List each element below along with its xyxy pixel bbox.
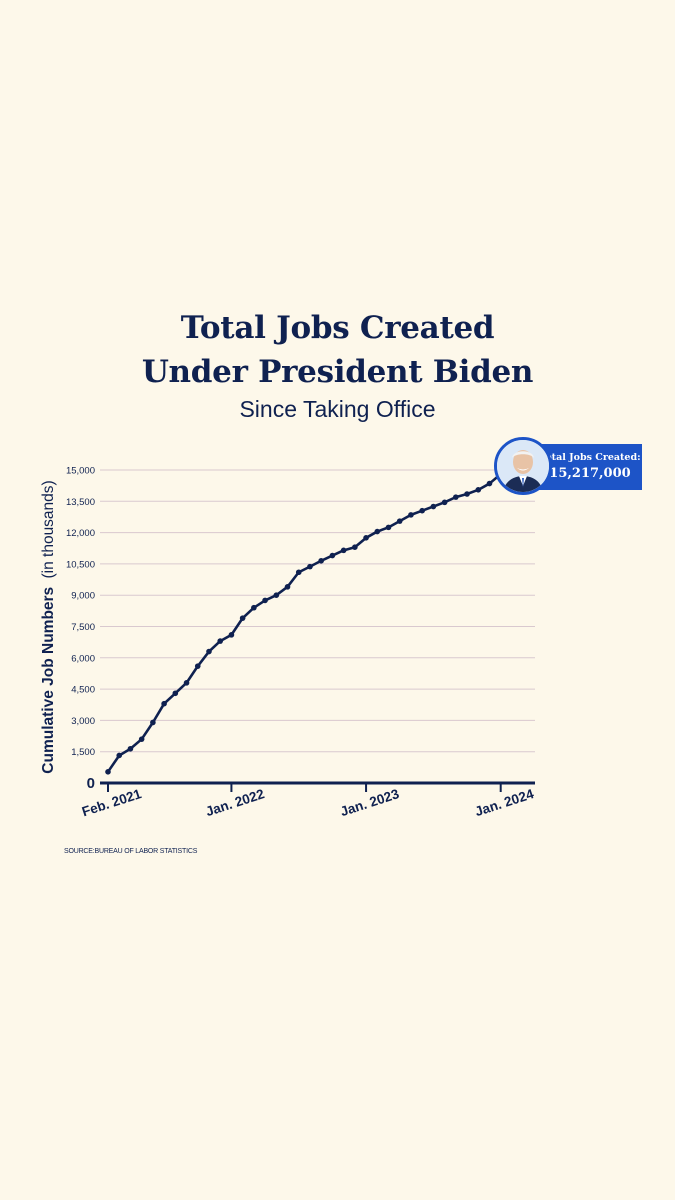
- y-tick-label: 3,000: [71, 716, 95, 727]
- data-point: [206, 648, 212, 655]
- data-point: [430, 503, 437, 510]
- data-point: [352, 544, 358, 551]
- data-point: [441, 499, 448, 506]
- data-point: [228, 632, 235, 638]
- data-point: [419, 507, 425, 514]
- data-point: [408, 512, 414, 518]
- chart-title-line2: Under President Biden: [141, 354, 534, 390]
- data-point: [138, 736, 145, 742]
- data-point: [475, 487, 482, 493]
- source-note: SOURCE:BUREAU OF LABOR STATISTICS: [64, 848, 198, 855]
- y-tick-label: 9,000: [71, 591, 95, 602]
- data-point: [318, 557, 324, 564]
- portrait-avatar: [494, 437, 552, 495]
- line-chart: 0 1,500 3,000 4,500 6,000 7,500 9,000 10,500 12,…: [40, 466, 536, 820]
- data-point: [453, 494, 459, 500]
- chart-title: Total Jobs Created Under President Biden: [0, 306, 675, 394]
- x-tick-label: Jan. 2023: [338, 786, 401, 819]
- y-tick-labels: 0 1,500 3,000 4,500 6,000 7,500 9,000 10,500 12,…: [66, 466, 95, 793]
- y-axis-label-light: (in thousands): [40, 480, 57, 578]
- x-tick-label: Jan. 2024: [473, 786, 536, 819]
- data-point: [486, 480, 493, 487]
- y-tick-label: 12,000: [66, 528, 95, 539]
- data-point: [307, 563, 313, 570]
- data-point: [127, 745, 134, 752]
- data-point: [194, 663, 201, 669]
- y-tick-label: 6,000: [71, 653, 95, 664]
- y-tick-label: 10,500: [66, 559, 95, 570]
- data-point: [150, 719, 156, 726]
- data-point: [217, 638, 223, 644]
- chart-title-line1: Total Jobs Created: [180, 310, 495, 346]
- data-point: [396, 518, 403, 524]
- data-point: [105, 769, 111, 775]
- series-points: [105, 471, 504, 775]
- data-point: [172, 690, 179, 697]
- data-point: [262, 597, 268, 604]
- x-tick-labels: Feb. 2021 Jan. 2022 Jan. 2023 Jan. 2024: [80, 786, 536, 819]
- data-point: [161, 700, 167, 707]
- data-point: [329, 552, 336, 559]
- callout-value: 15,217,000: [549, 466, 631, 481]
- series-line: [106, 472, 503, 774]
- data-point: [295, 569, 302, 576]
- data-point: [239, 615, 246, 621]
- data-point: [464, 491, 470, 497]
- data-point: [284, 584, 291, 590]
- y-tick-label: 4,500: [71, 685, 95, 696]
- y-axis-label-bold: Cumulative Job Numbers: [40, 587, 57, 774]
- y-tick-label: 15,000: [66, 466, 95, 477]
- y-tick-label: 0: [87, 775, 95, 792]
- y-tick-label: 1,500: [71, 747, 95, 758]
- data-point: [183, 680, 190, 686]
- axes: [100, 781, 535, 792]
- portrait-icon: [497, 440, 549, 492]
- data-point: [374, 528, 381, 535]
- data-point: [363, 535, 369, 541]
- y-tick-label: 7,500: [71, 622, 95, 633]
- data-point: [273, 592, 280, 598]
- y-axis-label: Cumulative Job Numbers (in thousands): [40, 480, 57, 773]
- data-point: [251, 604, 257, 611]
- chart-subtitle: Since Taking Office: [239, 396, 436, 422]
- callout-label: Total Jobs Created:: [539, 452, 641, 463]
- data-point: [385, 524, 392, 531]
- y-tick-label: 13,500: [66, 497, 95, 508]
- grid-lines: [100, 469, 535, 753]
- data-point: [340, 547, 347, 554]
- data-point: [116, 752, 123, 759]
- total-jobs-callout: Total Jobs Created: 15,217,000: [538, 444, 642, 490]
- x-tick-label: Jan. 2022: [204, 786, 266, 819]
- jobs-series-line: [106, 472, 503, 774]
